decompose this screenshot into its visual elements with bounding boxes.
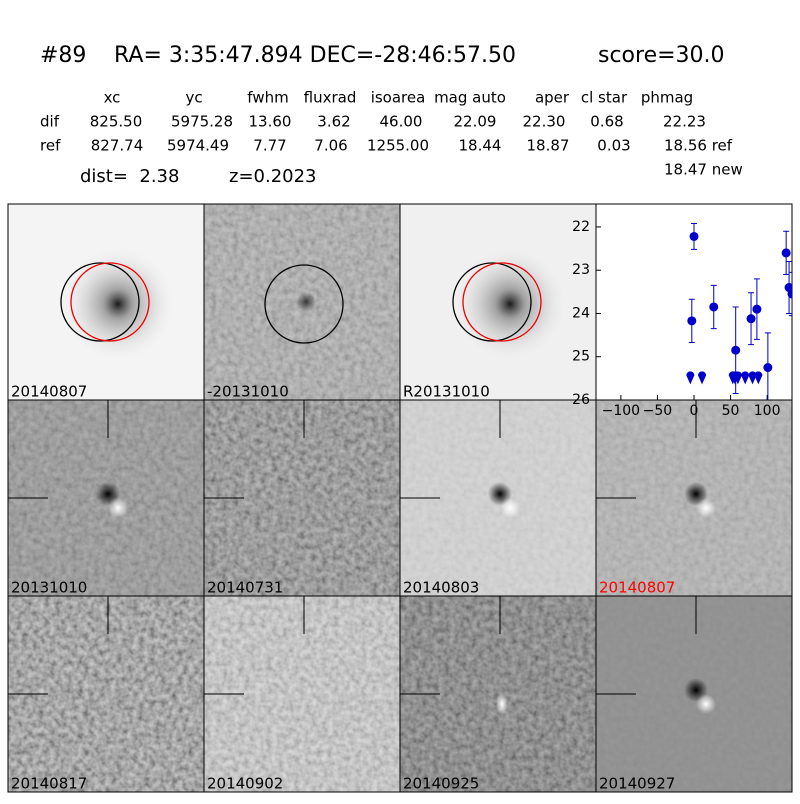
redshift: z=0.2023 (229, 166, 317, 187)
cell: 18.56 ref (664, 137, 733, 155)
row-label: ref (40, 137, 61, 155)
y-tick-label: 22 (572, 219, 590, 235)
cell: 5975.28 (171, 113, 233, 131)
score: score=30.0 (598, 43, 725, 68)
column-header: cl star (581, 89, 628, 107)
cell: 1255.00 (367, 137, 429, 155)
cell: 3.62 (317, 113, 350, 131)
cell: 22.23 (663, 113, 706, 131)
column-header: aper (535, 89, 570, 107)
y-tick-label: 26 (572, 392, 590, 408)
aperture (60, 262, 140, 342)
point (787, 289, 792, 299)
source (296, 292, 316, 312)
point (709, 302, 719, 312)
aperture (462, 262, 542, 342)
phmag-new: 18.47 new (664, 161, 743, 179)
point (781, 248, 791, 258)
column-header: phmag (641, 89, 693, 107)
upper-limit (733, 371, 742, 385)
point (763, 363, 773, 373)
cell: 22.30 (523, 113, 566, 131)
cell: 825.50 (90, 113, 143, 131)
panel-label: 20131010 (11, 579, 87, 597)
cell: 22.09 (454, 113, 497, 131)
x-tick-label: 50 (722, 403, 740, 419)
panel-label: 20140807 (11, 383, 87, 401)
cell: 5974.49 (167, 137, 229, 155)
aperture (70, 262, 150, 342)
aperture (452, 262, 532, 342)
cell: 827.74 (91, 137, 144, 155)
source (450, 244, 570, 364)
source (58, 244, 178, 364)
point (731, 345, 741, 355)
point (746, 314, 756, 324)
column-header: xc (104, 89, 121, 107)
source (496, 692, 508, 716)
y-tick-label: 24 (572, 305, 590, 321)
panel-label: 20140807 (599, 579, 675, 597)
panel-label: 20140902 (207, 775, 283, 793)
column-header: fluxrad (304, 89, 357, 107)
source-residual (696, 498, 716, 518)
column-header: fwhm (247, 89, 288, 107)
upper-limit (741, 371, 750, 385)
source-residual (696, 694, 716, 714)
column-header: yc (185, 89, 202, 107)
upper-limit (754, 371, 763, 385)
cell: 18.44 (459, 137, 502, 155)
panel-label: -20131010 (207, 383, 289, 401)
column-header: mag auto (434, 89, 506, 107)
coordinates: RA= 3:35:47.894 DEC=-28:46:57.50 (114, 43, 516, 68)
cell: 46.00 (380, 113, 423, 131)
distance: dist= 2.38 (80, 166, 179, 187)
cell: 7.06 (314, 137, 347, 155)
column-header: isoarea (371, 89, 426, 107)
cell: 7.77 (253, 137, 286, 155)
x-tick-label: −50 (643, 403, 673, 419)
cell: 13.60 (249, 113, 292, 131)
y-tick-label: 23 (572, 262, 590, 278)
x-tick-label: 100 (754, 403, 781, 419)
panel-label: 20140817 (11, 775, 87, 793)
panel-grid: 20140807 -20131010 R20131010 20131010 201407… (7, 203, 793, 793)
panel-label: 20140925 (403, 775, 479, 793)
panel-frame (595, 595, 793, 793)
point (689, 231, 699, 241)
upper-limit (698, 371, 707, 385)
point (752, 304, 762, 314)
aperture (264, 264, 344, 344)
cell: 0.68 (590, 113, 623, 131)
x-tick-label: −100 (602, 403, 640, 419)
point (784, 283, 792, 293)
light-curve: 22 23 24 25 26 −100 −50 0 50 100 (572, 203, 793, 419)
panel-label: 20140803 (403, 579, 479, 597)
source-residual (500, 498, 520, 518)
panel-label: 20140927 (599, 775, 675, 793)
point (687, 316, 697, 326)
x-tick-label: 0 (690, 403, 699, 419)
panel-label: R20131010 (403, 383, 490, 401)
error-bar (789, 271, 792, 317)
row-label: dif (40, 113, 60, 131)
cell: 0.03 (597, 137, 630, 155)
candidate-id: #89 (40, 43, 86, 68)
upper-limit (686, 371, 695, 385)
cell: 18.87 (527, 137, 570, 155)
y-tick-label: 25 (572, 349, 590, 365)
data-layer (686, 222, 792, 400)
panel-label: 20140731 (207, 579, 283, 597)
source-residual (108, 498, 128, 518)
